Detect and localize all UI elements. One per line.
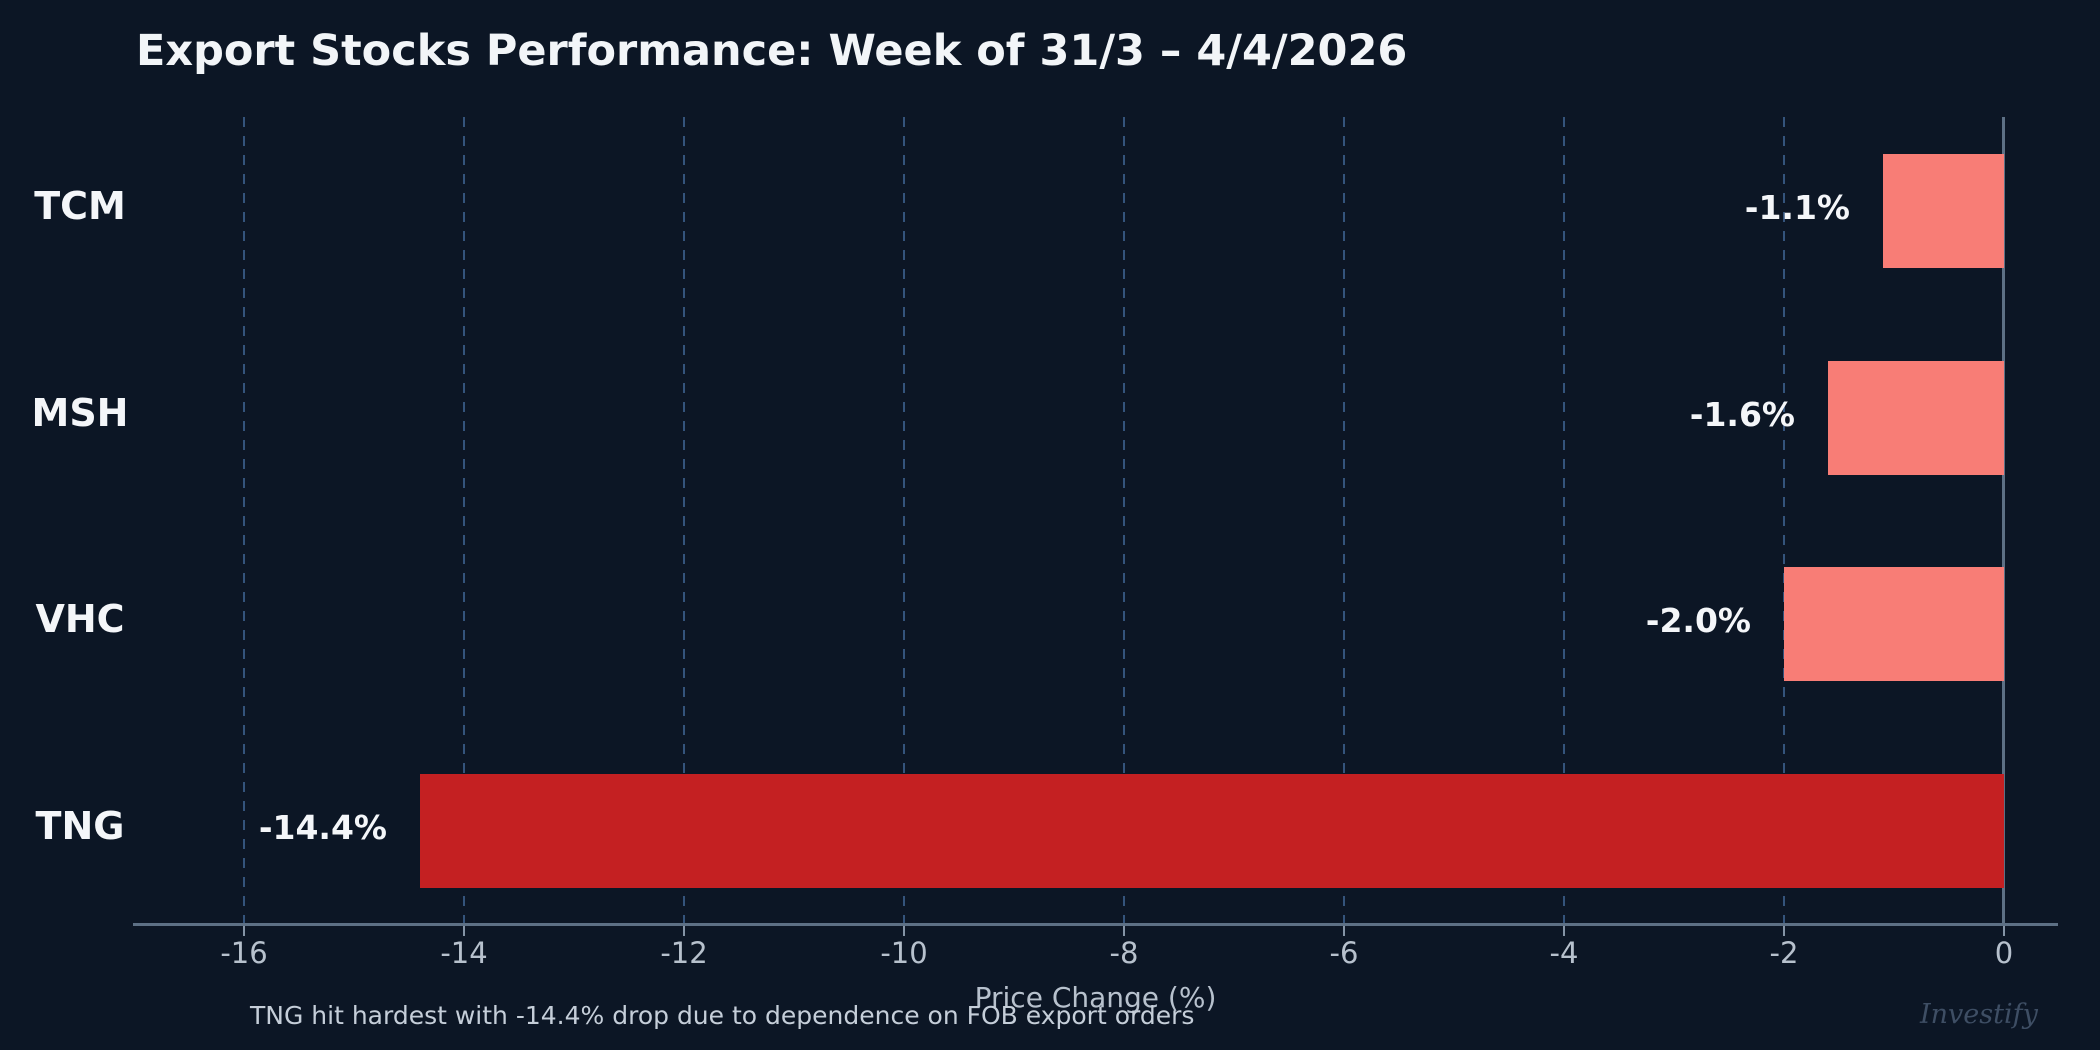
- chart-title: Export Stocks Performance: Week of 31/3 …: [136, 26, 1408, 76]
- x-tick-label: -8: [1109, 936, 1139, 970]
- bar-value-tcm: -1.1%: [1744, 188, 1850, 227]
- category-label-tcm: TCM: [34, 184, 126, 228]
- x-axis-line: [133, 923, 2058, 926]
- x-axis-title: Price Change (%): [974, 981, 1217, 1014]
- bar-msh: [1828, 360, 2004, 475]
- x-tick-mark: [683, 923, 685, 936]
- gridline-x--10: [903, 117, 905, 923]
- x-tick-mark: [903, 923, 905, 936]
- x-tick-mark: [1783, 923, 1785, 936]
- x-tick-mark: [1123, 923, 1125, 936]
- gridline-x--4: [1563, 117, 1565, 923]
- bar-vhc: [1784, 567, 2004, 681]
- x-tick-label: -16: [220, 936, 268, 970]
- gridline-x--2: [1783, 117, 1785, 923]
- category-label-msh: MSH: [31, 390, 129, 435]
- zero-baseline: [2002, 117, 2005, 926]
- bar-tcm: [1883, 154, 2004, 268]
- x-tick-label: -2: [1769, 936, 1799, 970]
- bar-value-vhc: -2.0%: [1645, 601, 1751, 640]
- x-tick-label: -12: [660, 936, 708, 970]
- x-tick-mark: [1343, 923, 1345, 936]
- gridline-x--6: [1343, 117, 1345, 923]
- x-tick-label: -4: [1549, 936, 1579, 970]
- gridline-x--8: [1123, 117, 1125, 923]
- gridline-x--16: [243, 117, 245, 923]
- chart-annotation: TNG hit hardest with -14.4% drop due to …: [250, 1001, 1195, 1030]
- watermark-logo: Investify: [1920, 999, 2038, 1030]
- x-tick-mark: [463, 923, 465, 936]
- x-tick-label: -6: [1329, 936, 1359, 970]
- gridline-x--14: [463, 117, 465, 923]
- bar-tng: [420, 773, 2004, 888]
- bar-value-tng: -14.4%: [258, 807, 387, 847]
- x-tick-mark: [2003, 923, 2005, 936]
- x-tick-label: -14: [440, 936, 488, 970]
- category-label-vhc: VHC: [35, 597, 125, 641]
- x-tick-mark: [1563, 923, 1565, 936]
- category-label-tng: TNG: [35, 803, 125, 848]
- gridline-x--12: [683, 117, 685, 923]
- x-tick-mark: [243, 923, 245, 936]
- x-tick-label: 0: [1994, 936, 2014, 970]
- bar-value-msh: -1.6%: [1689, 394, 1795, 434]
- x-tick-label: -10: [880, 936, 928, 970]
